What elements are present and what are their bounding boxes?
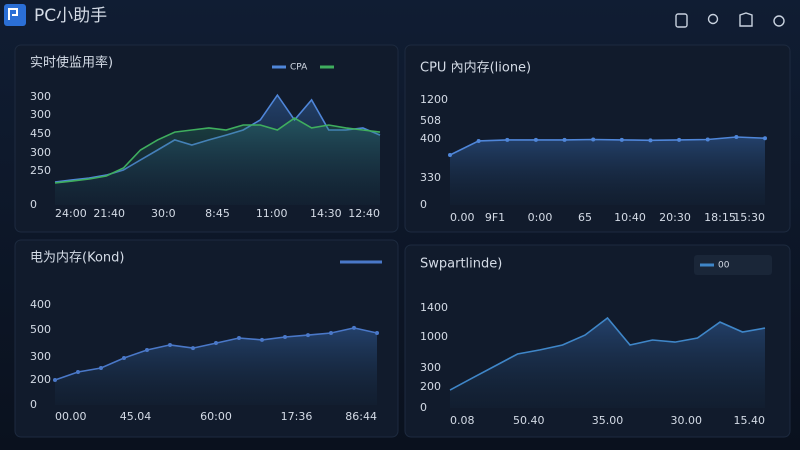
point xyxy=(734,134,739,139)
x-tick-label: 8:45 xyxy=(205,207,230,220)
point xyxy=(648,138,653,143)
point xyxy=(705,137,710,142)
x-tick-label: 15:30 xyxy=(733,211,765,224)
x-tick-label: 0.08 xyxy=(450,414,475,427)
y-axis-label: 450 xyxy=(30,127,51,140)
x-tick-label: 60:00 xyxy=(200,410,232,423)
y-axis-label: 400 xyxy=(420,132,441,145)
y-axis-label: 300 xyxy=(30,108,51,121)
point xyxy=(329,330,333,335)
point xyxy=(145,347,149,352)
legend-box xyxy=(694,255,772,275)
x-tick-label: 14:30 xyxy=(310,207,342,220)
icon-button[interactable] xyxy=(707,13,719,25)
x-tick-label: 20:30 xyxy=(659,211,691,224)
x-tick-label: 35.00 xyxy=(592,414,624,427)
point xyxy=(505,137,510,142)
x-tick-label: 30:0 xyxy=(151,207,176,220)
y-axis-label: 300 xyxy=(30,350,51,363)
x-tick-label: 30.00 xyxy=(671,414,703,427)
y-axis-label: 300 xyxy=(30,90,51,103)
y-axis-label: 0 xyxy=(420,401,427,414)
panel-title: 实时使监用率) xyxy=(30,55,113,71)
x-tick-label: 00.00 xyxy=(55,410,87,423)
y-axis-label: 200 xyxy=(30,373,51,386)
point xyxy=(283,334,287,339)
y-axis-label: 500 xyxy=(30,323,51,336)
x-tick-label: 65 xyxy=(578,211,592,224)
point xyxy=(591,137,596,142)
x-tick-label: 0.00 xyxy=(450,211,475,224)
panel-title: Swpartlinde) xyxy=(420,257,502,272)
x-tick-label: 86:44 xyxy=(345,410,377,423)
y-axis-label: 300 xyxy=(420,361,441,374)
point xyxy=(562,137,567,142)
point xyxy=(476,138,481,143)
point xyxy=(677,137,682,142)
icon-button[interactable] xyxy=(675,13,688,28)
y-axis-label: 330 xyxy=(420,171,441,184)
y-axis-label: 1000 xyxy=(420,330,448,343)
x-tick-label: 12:40 xyxy=(348,207,380,220)
point xyxy=(352,325,356,330)
x-tick-label: 17:36 xyxy=(281,410,313,423)
y-axis-label: 300 xyxy=(30,146,51,159)
x-tick-label: 9F1 xyxy=(485,211,505,224)
point xyxy=(214,341,218,346)
y-axis-label: 0 xyxy=(30,198,37,211)
area xyxy=(450,137,765,205)
y-axis-label: 1400 xyxy=(420,301,448,314)
legend-label: CPA xyxy=(290,63,308,73)
point xyxy=(260,337,264,342)
area xyxy=(55,327,377,405)
icon-button[interactable] xyxy=(773,15,785,27)
y-axis-label: 250 xyxy=(30,164,51,177)
x-tick-label: 10:40 xyxy=(614,211,646,224)
point xyxy=(763,136,767,141)
y-axis-label: 400 xyxy=(30,298,51,311)
line xyxy=(449,136,766,156)
point xyxy=(191,346,195,351)
point xyxy=(533,137,538,142)
area xyxy=(55,118,380,205)
legend-label: 00 xyxy=(718,261,730,271)
point xyxy=(619,137,624,142)
line xyxy=(449,316,766,391)
panel-title: 电为内存(Kond) xyxy=(30,250,124,266)
y-axis-label: 508 xyxy=(420,114,441,127)
x-tick-label: 11:00 xyxy=(256,207,288,220)
x-tick-label: 24:00 xyxy=(55,207,87,220)
x-tick-label: 0:00 xyxy=(528,211,553,224)
line xyxy=(54,117,381,184)
y-axis-label: 200 xyxy=(420,380,441,393)
x-tick-label: 45.04 xyxy=(120,410,152,423)
x-tick-label: 15.40 xyxy=(734,414,766,427)
logo-glyph xyxy=(8,8,18,20)
icon-button[interactable] xyxy=(739,12,753,27)
app-title: PC小助手 xyxy=(34,6,107,26)
x-tick-label: 21:40 xyxy=(93,207,125,220)
x-tick-label: 50.40 xyxy=(513,414,545,427)
y-axis-label: 0 xyxy=(30,398,37,411)
point xyxy=(306,333,310,338)
panel-title: CPU 內内存(lione) xyxy=(420,60,531,76)
point xyxy=(448,153,452,158)
y-axis-label: 1200 xyxy=(420,93,448,106)
y-axis-label: 0 xyxy=(420,198,427,211)
point xyxy=(76,370,80,375)
point xyxy=(99,366,103,371)
x-tick-label: 18:15 xyxy=(704,211,736,224)
point xyxy=(53,378,57,383)
point xyxy=(237,336,241,341)
point xyxy=(122,355,126,360)
point xyxy=(375,330,379,335)
point xyxy=(168,342,172,347)
